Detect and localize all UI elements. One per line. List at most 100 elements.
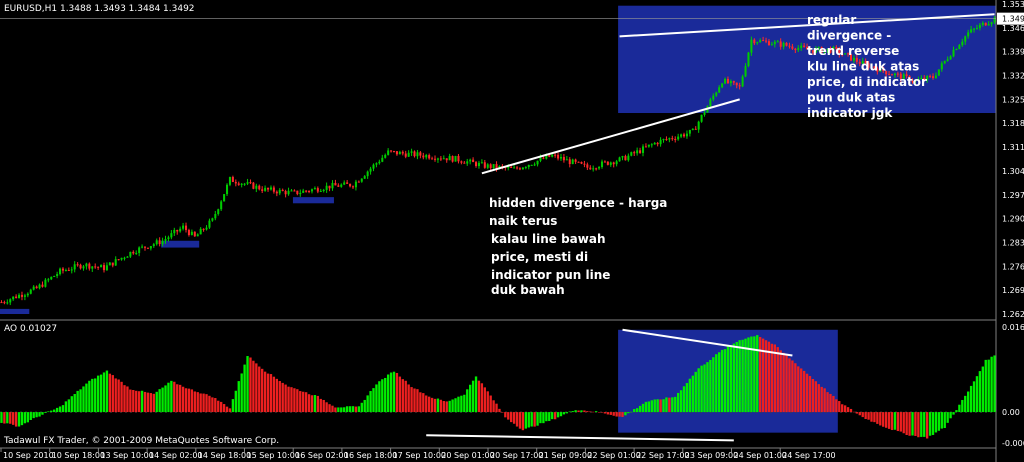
ao-bar (35, 412, 38, 418)
ao-bar (621, 412, 624, 417)
ao-bar (633, 409, 636, 413)
candle-body (835, 47, 838, 49)
candle (387, 148, 390, 156)
ao-bar (832, 395, 835, 413)
candle-body (111, 262, 114, 266)
candle-body (79, 264, 82, 269)
candle-body (85, 263, 88, 267)
ao-bar (750, 336, 753, 413)
ao-bar (351, 406, 355, 413)
candle-body (571, 159, 574, 165)
candle (413, 150, 416, 158)
candle (803, 43, 806, 48)
trendline-price-upper[interactable] (619, 13, 995, 38)
candle (472, 157, 475, 163)
ao-bar (656, 399, 659, 413)
ao-bar (838, 401, 841, 413)
ao-bar (398, 376, 402, 413)
candle-body (682, 134, 686, 137)
candle (644, 143, 647, 148)
candle-body (346, 182, 349, 184)
candle-body (460, 161, 463, 163)
candle-body (885, 70, 888, 75)
candle (533, 162, 536, 167)
candle-body (823, 49, 826, 53)
ao-bar (384, 377, 387, 413)
candle-body (88, 263, 91, 269)
ao-bar (753, 336, 756, 413)
candle-body (603, 161, 606, 163)
candle (577, 161, 580, 163)
candle-body (6, 302, 9, 304)
copyright-footer: Tadawul FX Trader, © 2001-2009 MetaQuote… (3, 436, 279, 446)
candle-body (308, 191, 311, 193)
candle-body (126, 256, 129, 258)
candle (920, 75, 923, 80)
candle (715, 91, 718, 97)
ao-bar (474, 376, 478, 413)
candle-body (747, 52, 750, 67)
candle-body (697, 121, 700, 130)
candle-body (454, 155, 457, 162)
ao-bar (20, 412, 24, 426)
candle (674, 136, 677, 143)
candle (44, 278, 47, 288)
candle (656, 141, 659, 147)
candle-body (776, 41, 779, 43)
candle-body (940, 63, 943, 70)
candle (267, 187, 270, 192)
candle (680, 133, 683, 139)
candle (978, 23, 981, 31)
candle-body (428, 155, 431, 159)
ao-bar (981, 366, 984, 413)
ao-bar (9, 412, 12, 424)
ao-bar (946, 412, 949, 423)
candle (70, 266, 73, 274)
candle (252, 181, 255, 190)
candle-body (322, 189, 325, 191)
trendline-price-lower[interactable] (481, 98, 740, 175)
price-tick-label: 1.3465 (1002, 24, 1024, 33)
price-tick-label: 1.2835 (1002, 238, 1024, 247)
candle-body (814, 48, 817, 53)
candle (354, 179, 357, 191)
candle-body (794, 48, 797, 51)
candle (152, 242, 155, 248)
candle-body (530, 164, 533, 166)
ao-bar (304, 392, 308, 413)
ao-bar (823, 388, 826, 413)
candle-body (249, 182, 252, 184)
candle-body (621, 156, 624, 158)
candle (261, 186, 264, 194)
trendline-ao-lower[interactable] (426, 434, 734, 442)
candle-body (753, 39, 756, 44)
candle-body (360, 178, 363, 182)
ao-bar (864, 412, 867, 419)
candle (240, 183, 243, 188)
candle-body (984, 22, 987, 26)
candle (190, 229, 193, 236)
candle-body (3, 302, 6, 304)
candle (981, 21, 984, 27)
candle (568, 157, 571, 168)
ao-tick-label: 0.00 (1002, 408, 1020, 417)
candle-body (606, 161, 609, 165)
candle (360, 178, 363, 183)
candle-body (234, 181, 237, 184)
candle (492, 164, 495, 170)
ao-bar (627, 412, 630, 414)
candle (187, 228, 190, 237)
candle-body (264, 187, 267, 191)
candle (442, 155, 445, 160)
candle-body (680, 134, 683, 137)
trendline-ao-upper[interactable] (622, 328, 793, 357)
candle-body (463, 162, 466, 164)
ao-bar (176, 384, 179, 413)
ao-bar (568, 411, 571, 413)
candle-body (184, 225, 188, 231)
candle (929, 74, 932, 79)
ao-bar (914, 412, 917, 436)
ao-bar (603, 412, 607, 414)
candle (211, 217, 214, 222)
